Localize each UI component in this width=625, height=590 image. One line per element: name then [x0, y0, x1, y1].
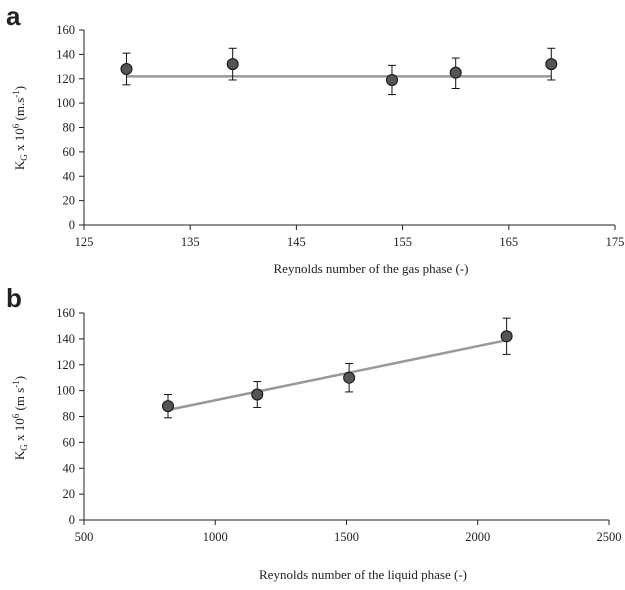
panel-b-y-axis-title: KG x 106 (m s-1) [11, 376, 29, 460]
panel-b-y-tick-label: 160 [56, 306, 75, 320]
panel-b-data-point [343, 371, 356, 384]
panel-a-y-tick-label: 100 [56, 96, 75, 110]
panel-a-y-title-k: K [12, 160, 27, 170]
panel-a-y-title-unit: (m.s [12, 98, 27, 124]
panel-b-y-tick-label: 20 [63, 487, 76, 501]
panel-b-y-tick-label: 60 [63, 435, 76, 449]
panel-a-y-tick-label: 60 [63, 145, 76, 159]
panel-a-data-point [226, 58, 239, 71]
panel-a-y-title-sup: 6 [11, 123, 21, 128]
panel-a-ticks: 0 20 40 60 80 100 120 140 160 125 135 145 155 165 175 [56, 23, 624, 249]
panel-a-data-point [449, 66, 462, 79]
panel-a-y-title-mid: x 10 [12, 128, 27, 154]
panel-a-x-tick-label: 125 [75, 235, 94, 249]
panel-b-label: b [6, 283, 22, 313]
panel-a-y-tick-label: 20 [63, 194, 76, 208]
panel-a-points [120, 47, 558, 96]
panel-a: a 0 20 40 60 80 100 120 140 160 125 135 145 155 165 17… [6, 1, 624, 276]
panel-b-y-title-unit-sup: -1 [11, 380, 21, 388]
panel-b-x-tick-label: 500 [75, 530, 94, 544]
panel-b-y-title-sup: 6 [11, 413, 21, 418]
panel-b-x-tick-label: 2500 [597, 530, 622, 544]
panel-b-y-tick-label: 120 [56, 358, 75, 372]
panel-b-y-title-unit: (m s [12, 388, 27, 414]
panel-b-fit-line-segment [167, 338, 507, 412]
panel-b-points [162, 317, 513, 419]
panel-a-data-point [385, 73, 398, 86]
panel-a-y-tick-label: 40 [63, 169, 76, 183]
panel-b-y-tick-label: 140 [56, 332, 75, 346]
panel-b-y-tick-label: 80 [63, 410, 76, 424]
panel-a-axes [83, 30, 615, 226]
panel-a-y-axis-title: KG x 106 (m.s-1) [11, 86, 29, 170]
panel-b-x-tick-label: 1500 [334, 530, 359, 544]
panel-b-data-point [500, 330, 513, 343]
panel-a-y-tick-label: 120 [56, 72, 75, 86]
panel-a-data-point [120, 63, 133, 75]
panel-a-y-tick-label: 140 [56, 47, 75, 61]
panel-b-data-point [162, 400, 174, 413]
panel-b-axes [83, 313, 609, 521]
panel-b-y-title-mid: x 10 [12, 418, 27, 444]
panel-a-x-tick-label: 145 [287, 235, 306, 249]
panel-a-x-axis-title: Reynolds number of the gas phase (-) [274, 261, 469, 276]
panel-a-y-tick-label: 80 [63, 121, 76, 135]
panel-b-x-tick-label: 1000 [203, 530, 228, 544]
panel-b-fit-line [167, 338, 507, 412]
panel-b-y-title-k: K [12, 450, 27, 460]
panel-a-y-title-unit-sup: -1 [11, 90, 21, 98]
panel-a-x-tick-label: 175 [606, 235, 625, 249]
panel-a-x-tick-label: 155 [393, 235, 412, 249]
panel-b-data-point [251, 388, 264, 401]
panel-b-y-tick-label: 0 [69, 513, 75, 527]
panel-a-y-title-end: ) [12, 86, 27, 90]
panel-b-ticks: 0 20 40 60 80 100 120 140 160 500 1000 1500 2000 2500 [56, 306, 621, 544]
panel-a-data-point [545, 58, 558, 71]
panel-a-x-tick-label: 135 [181, 235, 200, 249]
panel-a-y-tick-label: 160 [56, 23, 75, 37]
panel-b-y-tick-label: 100 [56, 384, 75, 398]
panel-b-y-title-end: ) [12, 376, 27, 380]
panel-a-x-tick-label: 165 [499, 235, 518, 249]
panel-a-label: a [6, 1, 21, 31]
panel-a-y-title-sub: G [19, 154, 29, 161]
panel-b: b 0 20 40 60 80 100 120 140 160 500 1000 1500 2000 25… [6, 283, 622, 582]
panel-a-y-tick-label: 0 [69, 218, 75, 232]
panel-b-y-title-sub: G [19, 444, 29, 451]
panel-b-y-tick-label: 40 [63, 461, 76, 475]
panel-b-x-tick-label: 2000 [465, 530, 490, 544]
panel-b-x-axis-title: Reynolds number of the liquid phase (-) [259, 567, 467, 582]
